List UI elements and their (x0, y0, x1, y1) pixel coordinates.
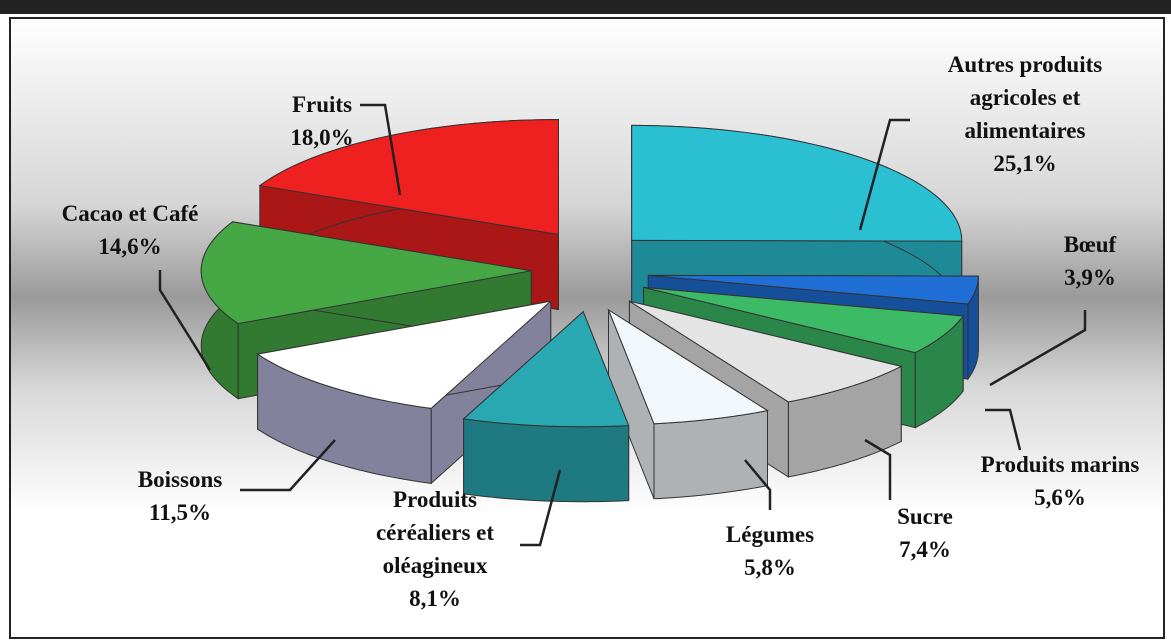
label-name: Produits marins (980, 452, 1140, 477)
leader (858, 118, 910, 231)
slice-top (607, 308, 769, 425)
label-name: Cacao et Café (61, 201, 199, 226)
label-name: Légumes (725, 522, 815, 547)
label-value: 5,6% (1034, 485, 1086, 510)
label-name: Produits céréaliers et oléagineux (375, 487, 495, 578)
label-name: Bœuf (1063, 232, 1117, 257)
slice-label: Produits céréaliers et oléagineux 8,1% (350, 483, 520, 615)
label-name: Autres produits agricoles et alimentaire… (947, 52, 1103, 143)
slice-top (631, 124, 963, 242)
slice-top (643, 286, 965, 354)
slice (256, 300, 553, 485)
slice-top (629, 300, 903, 403)
label-value: 3,9% (1064, 265, 1116, 290)
slice-top (256, 300, 553, 409)
label-value: 7,4% (899, 537, 951, 562)
slice (258, 119, 559, 311)
slice-side (653, 410, 768, 500)
label-value: 8,1% (409, 586, 461, 611)
leader (744, 459, 772, 510)
slice-label: Fruits 18,0% (262, 88, 382, 154)
slice-label: Bœuf 3,9% (1040, 228, 1140, 294)
leader (240, 439, 336, 492)
pie (200, 119, 979, 503)
slice (462, 310, 630, 503)
label-value: 11,5% (149, 500, 211, 525)
slice-label: Autres produits agricoles et alimentaire… (910, 48, 1140, 180)
label-value: 14,6% (98, 234, 162, 259)
leader (360, 103, 402, 196)
label-value: 18,0% (290, 125, 354, 150)
slice-label: Produits marins 5,6% (950, 448, 1170, 514)
label-name: Boissons (137, 467, 223, 492)
slice-label: Légumes 5,8% (705, 518, 835, 584)
leader (864, 438, 892, 500)
slice-label: Sucre 7,4% (875, 500, 975, 566)
leaders (158, 103, 1087, 547)
slice-label: Cacao et Café 14,6% (30, 197, 230, 263)
slice-top (462, 310, 630, 428)
slice-top (258, 119, 559, 236)
label-name: Fruits (291, 92, 353, 117)
leader (158, 270, 212, 371)
leader (985, 408, 1022, 451)
slice-top (648, 274, 979, 305)
label-name: Sucre (897, 504, 953, 529)
leader (989, 310, 1087, 387)
slice-label: Boissons 11,5% (110, 463, 250, 529)
label-value: 25,1% (993, 151, 1057, 176)
slice-top (200, 221, 532, 325)
slice (607, 308, 769, 500)
title-band (0, 0, 1171, 14)
leader (520, 469, 562, 547)
label-value: 5,8% (744, 555, 796, 580)
